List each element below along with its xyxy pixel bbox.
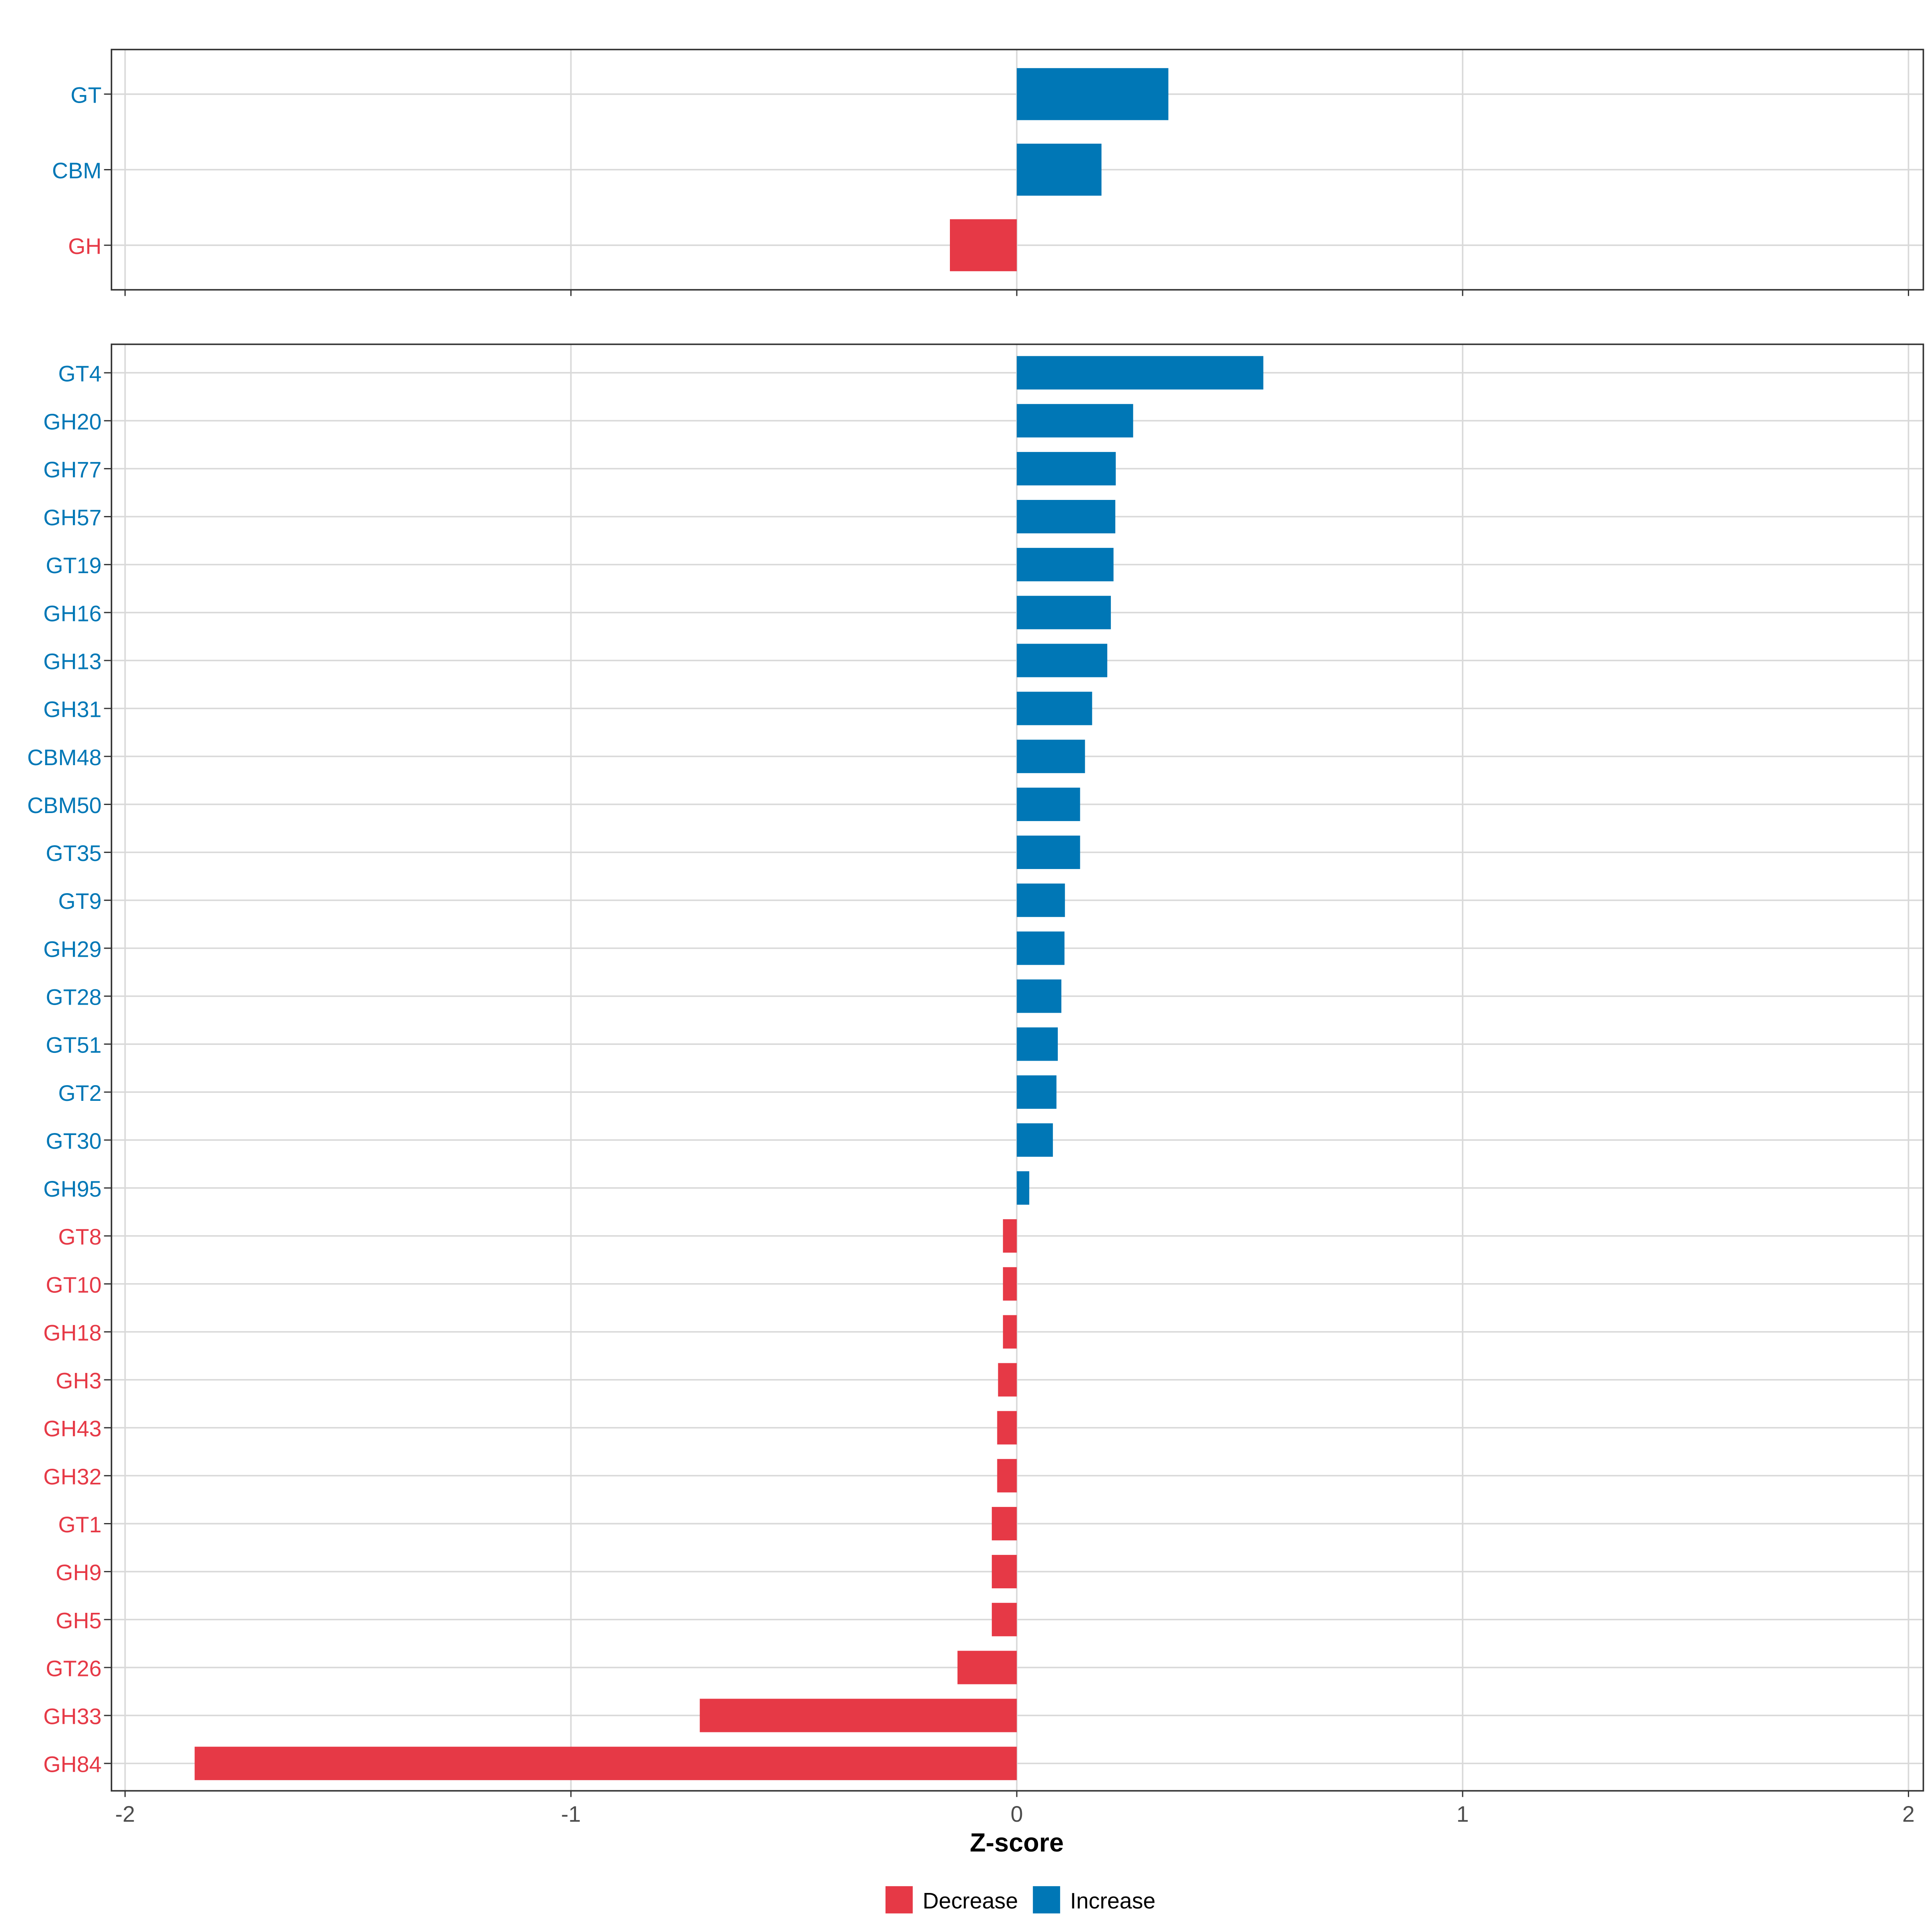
- y-tick-label-GT19: GT19: [46, 553, 102, 578]
- y-tick-label-GH95: GH95: [43, 1177, 102, 1201]
- y-tick-label-GT2: GT2: [58, 1081, 102, 1106]
- bar-GH: [950, 219, 1017, 271]
- y-tick-label-GH18: GH18: [43, 1320, 102, 1345]
- bar-GH20: [1017, 404, 1133, 438]
- bar-CBM50: [1017, 787, 1080, 821]
- bar-CBM48: [1017, 739, 1085, 773]
- bar-GH84: [194, 1746, 1017, 1780]
- bar-GH77: [1017, 452, 1116, 485]
- y-tick-label-GH29: GH29: [43, 937, 102, 962]
- bar-GH13: [1017, 644, 1108, 677]
- y-tick-label-GH32: GH32: [43, 1464, 102, 1489]
- y-tick-label-GT10: GT10: [46, 1272, 102, 1297]
- y-tick-label-GH9: GH9: [56, 1560, 101, 1585]
- y-tick-label-GT: GT: [70, 83, 101, 107]
- bar-GT1: [992, 1507, 1017, 1541]
- bar-GT9: [1017, 883, 1065, 917]
- bar-GH16: [1017, 596, 1111, 630]
- legend-swatch-increase: [1033, 1886, 1060, 1913]
- bar-GH43: [997, 1411, 1017, 1445]
- bar-CBM: [1017, 143, 1102, 196]
- bar-GH29: [1017, 931, 1065, 965]
- bar-GT8: [1003, 1219, 1017, 1253]
- y-tick-label-GH57: GH57: [43, 505, 102, 530]
- y-tick-label-GH43: GH43: [43, 1416, 102, 1441]
- bar-GT19: [1017, 548, 1114, 582]
- y-tick-label-CBM48: CBM48: [27, 745, 102, 770]
- y-tick-label-GH13: GH13: [43, 649, 102, 674]
- bar-GH31: [1017, 691, 1092, 725]
- bar-GH95: [1017, 1171, 1030, 1205]
- bar-GT: [1017, 68, 1168, 120]
- y-tick-label-GT30: GT30: [46, 1129, 102, 1154]
- x-tick-label: -2: [115, 1802, 135, 1827]
- y-tick-label-CBM50: CBM50: [27, 793, 102, 818]
- y-tick-label-GT9: GT9: [58, 889, 102, 914]
- bar-GT4: [1017, 356, 1263, 390]
- y-tick-label-GH84: GH84: [43, 1752, 102, 1777]
- y-tick-label-GH: GH: [68, 234, 101, 259]
- y-tick-label-GH5: GH5: [56, 1608, 101, 1633]
- y-tick-label-GT1: GT1: [58, 1512, 102, 1537]
- bar-GH9: [992, 1555, 1017, 1589]
- y-tick-label-GH77: GH77: [43, 457, 102, 482]
- y-tick-label-GT8: GT8: [58, 1224, 102, 1249]
- y-tick-label-GT35: GT35: [46, 841, 102, 866]
- y-tick-label-GT4: GT4: [58, 361, 102, 386]
- y-tick-label-GT28: GT28: [46, 985, 102, 1009]
- y-tick-label-GH16: GH16: [43, 601, 102, 626]
- bar-GH5: [992, 1603, 1017, 1637]
- x-tick-label: 1: [1456, 1802, 1469, 1827]
- y-tick-label-GT51: GT51: [46, 1033, 102, 1058]
- bar-GT51: [1017, 1027, 1058, 1061]
- bar-GH18: [1003, 1315, 1017, 1349]
- y-tick-label-GT26: GT26: [46, 1656, 102, 1681]
- bar-GT2: [1017, 1075, 1057, 1109]
- x-tick-label: 0: [1011, 1802, 1023, 1827]
- legend-label-decrease: Decrease: [923, 1889, 1018, 1913]
- y-tick-label-CBM: CBM: [52, 158, 101, 183]
- x-axis-title: Z-score: [970, 1828, 1063, 1857]
- legend-label-increase: Increase: [1070, 1889, 1155, 1913]
- x-tick-label: 2: [1902, 1802, 1915, 1827]
- bar-GH3: [998, 1363, 1017, 1397]
- bar-GH57: [1017, 500, 1115, 534]
- y-tick-label-GH3: GH3: [56, 1368, 101, 1393]
- legend-swatch-decrease: [886, 1886, 913, 1913]
- bar-GT28: [1017, 979, 1061, 1013]
- bar-GT35: [1017, 836, 1080, 869]
- bar-GT10: [1003, 1267, 1017, 1301]
- y-tick-label-GH20: GH20: [43, 409, 102, 434]
- bar-GT26: [957, 1651, 1017, 1684]
- bar-GT30: [1017, 1123, 1053, 1157]
- x-tick-label: -1: [561, 1802, 581, 1827]
- y-tick-label-GH33: GH33: [43, 1704, 102, 1729]
- bar-GH33: [700, 1699, 1017, 1732]
- y-tick-label-GH31: GH31: [43, 697, 102, 722]
- bar-GH32: [997, 1459, 1017, 1492]
